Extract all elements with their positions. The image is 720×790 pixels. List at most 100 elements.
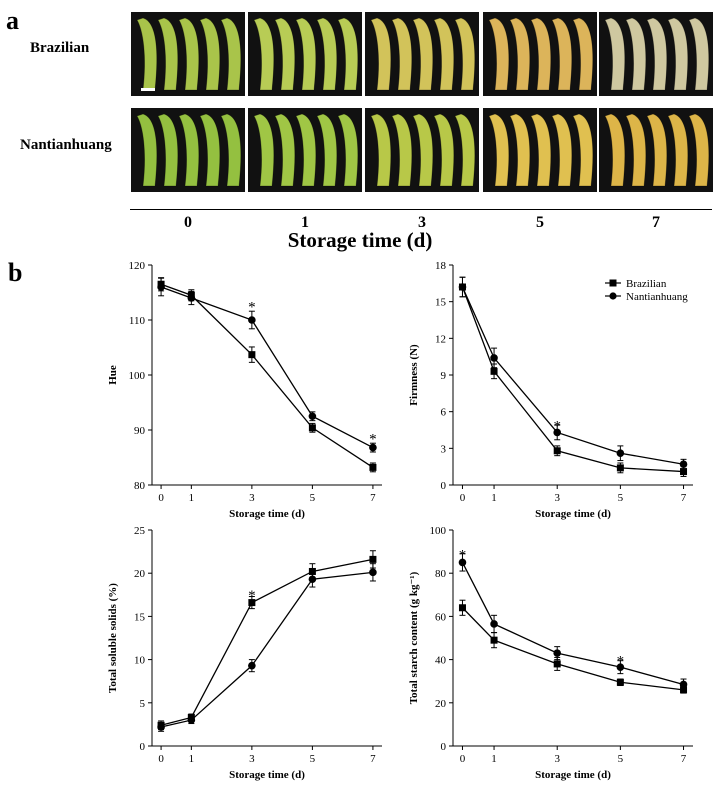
banana-fruit — [509, 113, 531, 187]
y-axis-label: Total starch content (g kg⁻¹) — [408, 571, 420, 704]
data-point-circle — [616, 449, 625, 458]
data-point-square — [369, 463, 377, 471]
y-tick-label: 12 — [435, 333, 446, 345]
legend-marker-circle — [609, 292, 617, 300]
banana-fruit — [295, 113, 317, 187]
banana-fruit — [530, 113, 552, 187]
banana-photo — [131, 12, 245, 96]
data-point-circle — [458, 283, 467, 291]
panel-b-letter: b — [8, 258, 23, 287]
data-point-circle — [458, 558, 467, 567]
y-tick-label: 100 — [430, 525, 447, 537]
x-tick-label: 0 — [158, 753, 164, 765]
x-axis-label: Storage time (d) — [535, 508, 611, 520]
y-tick-label: 120 — [129, 260, 146, 272]
banana-fruit — [412, 17, 434, 91]
data-point-square — [616, 464, 624, 472]
banana-photo — [599, 12, 713, 96]
y-tick-label: 80 — [134, 480, 146, 492]
x-axis-label: Storage time (d) — [535, 769, 611, 781]
x-tick-label: 7 — [370, 753, 376, 765]
banana-fruit — [667, 17, 689, 91]
data-point-circle — [187, 294, 196, 302]
banana-fruit — [454, 113, 476, 187]
firmness-chart: 0 3 6 9 12 15 18 0 1 3 5 7 Storage time (d) Firmness … — [408, 260, 693, 520]
x-tick-label: 0 — [158, 492, 164, 504]
banana-photo — [599, 108, 713, 192]
y-tick-label: 80 — [435, 568, 447, 580]
scale-bar — [141, 88, 155, 91]
data-point-square — [553, 660, 561, 668]
panel-a-letter: a — [6, 6, 19, 35]
y-tick-label: 40 — [435, 655, 447, 667]
y-axis-label: Total soluble solids (%) — [107, 583, 119, 693]
x-tick-label: 0 — [460, 492, 466, 504]
data-point-square — [680, 468, 688, 476]
banana-fruit — [688, 17, 710, 91]
data-point-square — [369, 555, 377, 563]
y-tick-label: 0 — [441, 741, 447, 753]
y-tick-label: 10 — [134, 655, 146, 667]
banana-fruit — [274, 17, 296, 91]
banana-fruit — [337, 17, 359, 91]
y-tick-label: 110 — [129, 315, 146, 327]
x-tick-label: 3 — [249, 492, 255, 504]
y-tick-label: 18 — [435, 260, 447, 272]
day-label: 1 — [301, 214, 309, 231]
y-tick-label: 15 — [134, 611, 146, 623]
legend-label: Brazilian — [626, 278, 667, 290]
data-point-square — [248, 351, 256, 359]
banana-fruit — [199, 17, 221, 91]
day-label: 3 — [418, 214, 426, 231]
y-tick-label: 0 — [140, 741, 146, 753]
x-tick-label: 7 — [681, 753, 687, 765]
data-point-circle — [248, 661, 256, 670]
data-point-circle — [369, 568, 377, 577]
data-point-square — [553, 447, 561, 455]
y-tick-label: 0 — [441, 480, 447, 492]
y-axis-label: Firmness (N) — [408, 344, 420, 406]
banana-fruit — [688, 113, 710, 187]
banana-fruit — [391, 113, 413, 187]
banana-photo — [483, 108, 597, 192]
y-tick-label: 25 — [134, 525, 146, 537]
banana-photo — [131, 108, 245, 192]
data-point-circle — [369, 443, 377, 452]
banana-fruit — [178, 17, 200, 91]
legend-label: Nantianhuang — [626, 291, 688, 303]
significance-star: * — [553, 419, 561, 435]
day-label: 7 — [652, 214, 660, 231]
y-tick-label: 20 — [435, 698, 447, 710]
data-point-circle — [308, 412, 317, 421]
banana-fruit — [136, 113, 158, 187]
total-soluble-solids-chart: 0 5 10 15 20 25 0 1 3 5 7 Storage time (d) Total sol… — [107, 525, 382, 781]
y-axis-label: Hue — [107, 365, 119, 385]
x-tick-label: 7 — [681, 492, 687, 504]
banana-fruit — [433, 113, 455, 187]
banana-fruit — [625, 17, 647, 91]
banana-fruit — [370, 113, 392, 187]
y-tick-label: 15 — [435, 297, 447, 309]
banana-fruit — [220, 113, 242, 187]
x-tick-label: 3 — [249, 753, 255, 765]
significance-star: * — [248, 300, 256, 316]
banana-fruit — [646, 17, 668, 91]
cultivar-label-nantianhuang: Nantianhuang — [20, 137, 112, 153]
banana-fruit — [370, 17, 392, 91]
x-tick-label: 7 — [370, 492, 376, 504]
banana-photo — [483, 12, 597, 96]
data-point-circle — [679, 680, 688, 689]
data-point-circle — [490, 354, 498, 362]
data-point-circle — [553, 428, 562, 437]
banana-fruit — [178, 113, 200, 187]
banana-fruit — [136, 17, 158, 91]
hue-chart: 80 90 100 110 120 0 1 3 5 7 Storage time (d) Hue * * — [107, 260, 382, 520]
data-point-circle — [553, 649, 562, 657]
series-line — [160, 286, 374, 449]
banana-fruit — [646, 113, 668, 187]
banana-fruit — [488, 113, 510, 187]
banana-fruit — [530, 17, 552, 91]
banana-fruit — [509, 17, 531, 91]
banana-fruit — [316, 113, 338, 187]
banana-fruit — [274, 113, 296, 187]
